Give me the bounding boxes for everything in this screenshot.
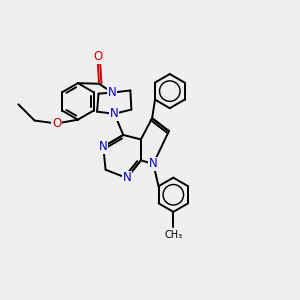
Text: N: N xyxy=(99,140,108,153)
Text: N: N xyxy=(122,172,131,184)
Text: O: O xyxy=(52,117,61,130)
Text: N: N xyxy=(110,107,119,120)
Text: O: O xyxy=(93,50,102,63)
Text: N: N xyxy=(108,86,117,99)
Text: CH₃: CH₃ xyxy=(164,230,182,240)
Text: N: N xyxy=(149,157,158,170)
